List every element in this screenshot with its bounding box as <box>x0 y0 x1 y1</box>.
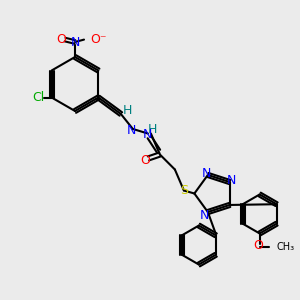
Text: H: H <box>123 104 132 118</box>
Text: N: N <box>202 167 211 180</box>
Text: N: N <box>70 35 80 49</box>
Text: O: O <box>57 33 66 46</box>
Text: Cl: Cl <box>32 91 44 104</box>
Text: N: N <box>200 208 209 221</box>
Text: N: N <box>127 124 136 137</box>
Text: CH₃: CH₃ <box>276 242 294 252</box>
Text: O⁻: O⁻ <box>90 33 106 46</box>
Text: O: O <box>253 239 263 252</box>
Text: N: N <box>142 128 152 142</box>
Text: O: O <box>140 154 150 167</box>
Text: N: N <box>226 174 236 187</box>
Text: S: S <box>180 184 188 197</box>
Text: H: H <box>148 123 157 136</box>
